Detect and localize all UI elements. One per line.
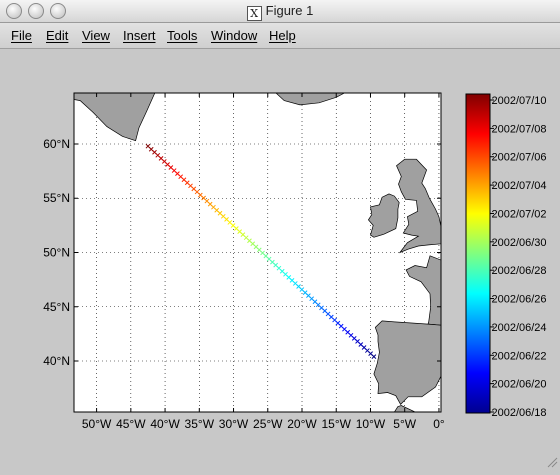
colorbar-tick-label: 2002/06/22 xyxy=(491,350,546,362)
colorbar-tick-label: 2002/07/08 xyxy=(491,123,546,135)
y-tick-label: 55°N xyxy=(43,191,70,205)
x-tick-label: 40°W xyxy=(150,417,180,431)
colorbar-tick-label: 2002/06/28 xyxy=(491,265,546,277)
menu-insert[interactable]: Insert xyxy=(123,28,156,43)
landmass-iceland xyxy=(275,93,345,106)
title-bar: X Figure 1 xyxy=(0,0,560,23)
figure-svg: 50°W 45°W 40°W 35°W 30°W 25°W 20°W 15°W 10°W 5°W 0… xyxy=(43,92,547,431)
landmass-iberia xyxy=(373,320,441,405)
x-tick-label: 5°W xyxy=(393,417,416,431)
y-tick-label: 40°N xyxy=(43,354,70,368)
landmass-britain xyxy=(396,158,441,254)
y-tick-label: 60°N xyxy=(43,137,70,151)
y-tick-labels: 40°N 45°N 50°N 55°N 60°N xyxy=(43,137,441,368)
colorbar-ticks: 2002/07/10 2002/07/08 2002/07/06 2002/07/04… xyxy=(490,95,547,419)
figure-canvas: 50°W 45°W 40°W 35°W 30°W 25°W 20°W 15°W 10°W 5°W 0… xyxy=(0,49,560,470)
x-tick-label: 35°W xyxy=(185,417,215,431)
x-tick-label: 50°W xyxy=(82,417,112,431)
colorbar-tick-label: 2002/06/20 xyxy=(491,379,546,391)
close-window-button[interactable] xyxy=(6,3,22,19)
zoom-window-button[interactable] xyxy=(50,3,66,19)
coastline-group xyxy=(74,93,441,412)
menu-help[interactable]: Help xyxy=(269,28,296,43)
x-tick-label: 45°W xyxy=(116,417,146,431)
colorbar-tick-label: 2002/07/04 xyxy=(491,180,546,192)
colorbar-tick-label: 2002/07/10 xyxy=(491,95,546,107)
colorbar-tick-label: 2002/06/18 xyxy=(491,407,546,419)
x-tick-label: 20°W xyxy=(287,417,317,431)
window-title: Figure 1 xyxy=(265,3,314,18)
menu-tools[interactable]: Tools xyxy=(167,28,198,43)
track-markers xyxy=(145,143,377,360)
window-title-group: X Figure 1 xyxy=(0,3,560,21)
resize-grip-icon[interactable] xyxy=(546,456,558,468)
colorbar-tick-label: 2002/06/30 xyxy=(491,237,546,249)
x-tick-label: 30°W xyxy=(219,417,249,431)
menu-file[interactable]: File xyxy=(11,28,32,43)
colorbar-tick-label: 2002/06/24 xyxy=(491,322,546,334)
menu-window[interactable]: Window xyxy=(211,28,258,43)
x-tick-label: 15°W xyxy=(321,417,351,431)
landmass-ireland xyxy=(367,193,400,238)
minimize-window-button[interactable] xyxy=(28,3,44,19)
x-tick-label: 25°W xyxy=(253,417,283,431)
x-tick-label: 10°W xyxy=(356,417,386,431)
x-tick-label: 0° xyxy=(433,417,445,431)
colorbar xyxy=(465,93,491,414)
y-tick-label: 45°N xyxy=(43,300,70,314)
colorbar-tick-label: 2002/06/26 xyxy=(491,294,546,306)
y-tick-label: 50°N xyxy=(43,246,70,260)
colorbar-tick-label: 2002/07/02 xyxy=(491,208,546,220)
menu-edit[interactable]: Edit xyxy=(46,28,69,43)
x-tick-labels: 50°W 45°W 40°W 35°W 30°W 25°W 20°W 15°W 10°W 5°W 0… xyxy=(82,93,445,431)
colorbar-tick-label: 2002/07/06 xyxy=(491,152,546,164)
landmass-greenland xyxy=(74,93,156,142)
x11-icon: X xyxy=(246,6,262,21)
menu-bar: File Edit View Insert Tools Window Help xyxy=(0,23,560,49)
track-marker xyxy=(371,354,377,360)
menu-view[interactable]: View xyxy=(82,28,110,43)
